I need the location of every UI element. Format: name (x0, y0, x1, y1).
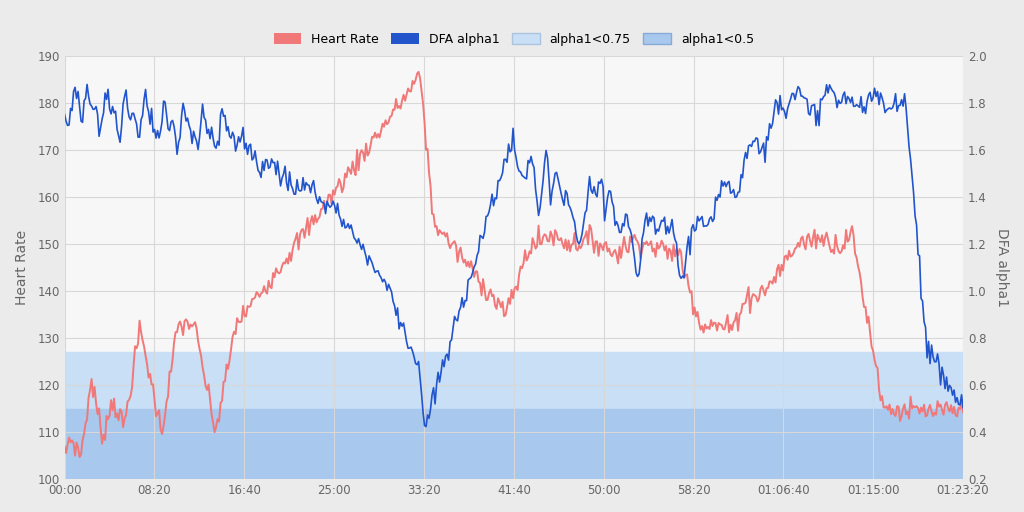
Bar (65, 409, 963, 479)
Y-axis label: Heart Rate: Heart Rate (15, 230, 29, 305)
Legend: Heart Rate, DFA alpha1, alpha1<0.75, alpha1<0.5: Heart Rate, DFA alpha1, alpha1<0.75, alp… (268, 28, 759, 51)
Y-axis label: DFA alpha1: DFA alpha1 (995, 228, 1009, 307)
Bar (65, 352, 963, 479)
